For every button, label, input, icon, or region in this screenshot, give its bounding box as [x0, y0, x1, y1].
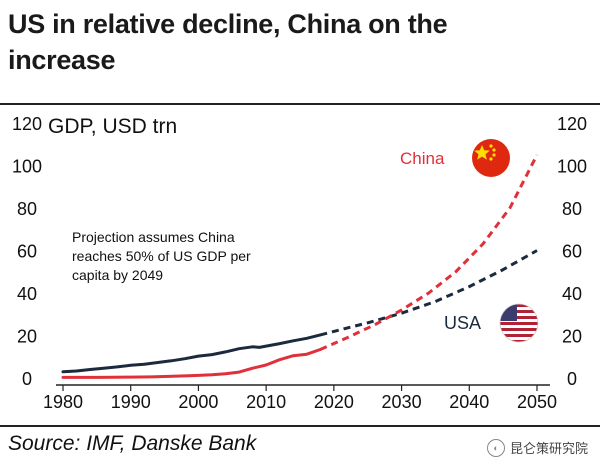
x-tick-label: 2050 [517, 392, 557, 412]
x-tick-label: 2000 [178, 392, 218, 412]
y-tick-label-right: 120 [557, 114, 587, 134]
watermark: ◐ 昆仑策研究院 [486, 438, 588, 457]
us-projection-line [319, 249, 538, 337]
y-axis-label: GDP, USD trn [48, 115, 177, 138]
title-line-1: US in relative decline, China on the [8, 9, 448, 39]
y-tick-label-left: 20 [17, 327, 37, 347]
annotation-line-2: reaches 50% of US GDP per [72, 248, 251, 264]
y-tick-label-left: 100 [12, 157, 42, 177]
usa-series-label: USA [444, 313, 481, 333]
x-tick-label: 2040 [449, 392, 489, 412]
y-tick-label-right: 40 [562, 284, 582, 304]
y-tick-label-left: 0 [22, 369, 32, 389]
y-tick-label-right: 60 [562, 242, 582, 262]
annotation-line-1: Projection assumes China [72, 229, 235, 245]
china-flag-icon [472, 139, 510, 177]
title-line-2: increase [8, 45, 116, 75]
usa-flag-icon [499, 303, 539, 343]
x-tick-label: 1980 [43, 392, 83, 412]
china-projection-line [319, 154, 539, 351]
watermark-text: 昆仑策研究院 [509, 441, 588, 456]
x-tick-label: 2020 [314, 392, 354, 412]
annotation-line-3: capita by 2049 [72, 267, 163, 283]
y-tick-label-left: 40 [17, 284, 37, 304]
y-tick-label-right: 80 [562, 199, 582, 219]
us-historical-line [61, 333, 322, 374]
x-tick-label: 2030 [382, 392, 422, 412]
x-tick-label: 1990 [111, 392, 151, 412]
china-series-label: China [400, 149, 445, 168]
y-tick-label-right: 20 [562, 327, 582, 347]
china-historical-line [61, 348, 322, 379]
y-tick-label-right: 100 [557, 157, 587, 177]
wechat-icon: ◐ [486, 438, 505, 457]
top-divider [0, 103, 600, 105]
y-tick-label-right: 0 [567, 369, 577, 389]
bottom-divider [0, 425, 600, 427]
y-tick-label-left: 120 [12, 114, 42, 134]
y-tick-label-left: 60 [17, 242, 37, 262]
x-tick-label: 2010 [246, 392, 286, 412]
page-title: US in relative decline, China on the inc… [8, 6, 593, 78]
source-note: Source: IMF, Danske Bank [8, 432, 257, 455]
y-tick-label-left: 80 [17, 199, 37, 219]
